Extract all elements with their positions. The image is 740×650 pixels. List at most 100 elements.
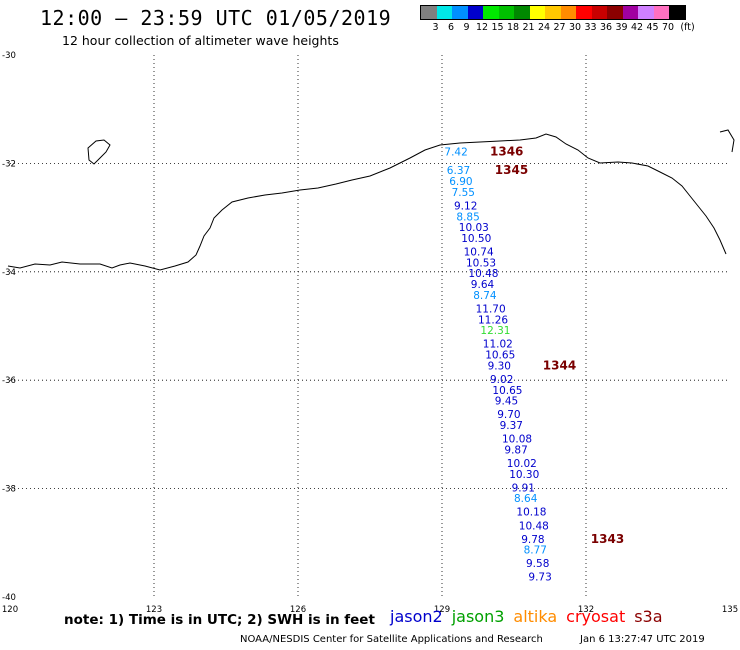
credit-line: NOAA/NESDIS Center for Satellite Applica… [240, 634, 543, 645]
lon-tick-label: 123 [146, 605, 162, 615]
map-title: 12:00 – 23:59 UTC 01/05/2019 [40, 6, 392, 30]
wave-height-value: 12.31 [480, 325, 510, 337]
wave-height-value: 8.77 [524, 545, 547, 557]
legend-swatch [576, 6, 592, 19]
yorke-peninsula-fragment [719, 129, 735, 153]
legend-swatch [498, 6, 514, 19]
legend-label: 12 [475, 22, 489, 33]
wave-height-value: 9.73 [528, 572, 551, 584]
legend-label: 6 [447, 22, 455, 33]
legend-label: 3 [432, 22, 439, 33]
wave-height-value: 10.18 [516, 507, 546, 519]
wave-height-value: 10.65 [492, 385, 522, 397]
wave-height-value: 11.02 [483, 339, 513, 351]
lon-tick-label: 126 [290, 605, 306, 615]
legend-label: 27 [553, 22, 566, 33]
map-grid: -30 -32 -34 -36 -38 -40 120 123 126 129 132 135 [2, 51, 738, 615]
wave-height-value: 10.03 [459, 222, 489, 234]
legend-label: 15 [491, 22, 504, 33]
legend-swatches [420, 5, 686, 20]
coastline [7, 129, 735, 271]
wave-height-value: 8.85 [456, 211, 479, 223]
legend-swatch [514, 6, 530, 19]
footer-note: note: 1) Time is in UTC; 2) SWH is in fe… [64, 612, 375, 628]
generated-timestamp: Jan 6 13:27:47 UTC 2019 [580, 634, 705, 645]
wave-observations: 7.426.376.907.559.128.8510.0310.5010.741… [444, 146, 551, 583]
wave-height-value: 11.70 [476, 303, 506, 315]
legend-swatch [560, 6, 576, 19]
legend-label: 36 [599, 22, 613, 33]
legend-label: 45 [646, 22, 659, 33]
map-subtitle: 12 hour collection of altimeter wave hei… [62, 33, 339, 48]
pass-time-label: 1344 [543, 358, 576, 372]
satellite-label: altika [513, 607, 558, 626]
lon-tick-label: 120 [2, 605, 18, 615]
pass-time-label: 1346 [490, 144, 523, 158]
legend-swatch [669, 6, 685, 19]
legend-label: 39 [615, 22, 628, 33]
wave-height-value: 10.02 [507, 458, 537, 470]
wave-height-value: 9.58 [526, 558, 549, 570]
wave-height-value: 11.26 [478, 314, 508, 326]
legend-label: 30 [568, 22, 582, 33]
legend-label: 70 [661, 22, 675, 33]
lat-tick-label: -32 [2, 159, 16, 169]
satellite-label: s3a [634, 607, 663, 626]
legend-label: 9 [463, 22, 470, 33]
australia-south-coast [7, 133, 727, 271]
satellite-label: jason2 [390, 607, 443, 626]
wave-height-legend: 3 6 9 12 15 18 21 24 27 30 33 36 39 42 45 70 (ft) [420, 5, 695, 34]
wave-height-value: 7.55 [452, 187, 475, 199]
legend-swatch [483, 6, 499, 19]
legend-swatch [591, 6, 607, 19]
pass-times: 1346 1345 1344 1343 [490, 144, 624, 546]
pass-time-label: 1345 [495, 163, 528, 177]
wave-height-value: 10.08 [502, 434, 532, 446]
wave-height-value: 8.64 [514, 493, 538, 505]
wave-height-value: 9.12 [454, 200, 477, 212]
lat-tick-label: -38 [2, 485, 16, 495]
wave-height-value: 9.37 [500, 420, 523, 432]
wave-height-value: 6.90 [449, 176, 472, 188]
wave-height-value: 10.50 [461, 233, 491, 245]
wave-height-value: 8.74 [473, 290, 497, 302]
satellite-label: cryosat [566, 607, 626, 626]
legend-swatch [452, 6, 468, 19]
legend-swatch [436, 6, 452, 19]
legend-label: 21 [522, 22, 535, 33]
legend-label: 18 [506, 22, 520, 33]
satellite-label: jason3 [451, 607, 505, 626]
lon-tick-label: 135 [722, 605, 738, 615]
wave-height-value: 10.53 [466, 257, 496, 269]
wave-height-value: 9.87 [504, 444, 527, 456]
lon-tick-label: 129 [434, 605, 450, 615]
wave-height-value: 7.42 [444, 146, 467, 158]
kangaroo-island [87, 139, 111, 165]
legend-swatch [529, 6, 545, 19]
lon-tick-label: 132 [578, 605, 594, 615]
wave-height-value: 9.91 [512, 482, 535, 494]
legend-swatch [607, 6, 623, 19]
lat-tick-label: -40 [2, 593, 16, 603]
wave-height-value: 9.70 [497, 409, 520, 421]
pass-time-label: 1343 [591, 532, 624, 546]
legend-swatch [638, 6, 654, 19]
legend-swatch [545, 6, 561, 19]
wave-height-value: 9.02 [490, 374, 513, 386]
lat-tick-label: -36 [2, 376, 16, 386]
legend-swatch [467, 6, 483, 19]
legend-label: 42 [630, 22, 644, 33]
legend-unit: (ft) [680, 22, 695, 33]
legend-labels: 3 6 9 12 15 18 21 24 27 30 33 36 39 42 45 70 (ft) [420, 20, 694, 34]
wave-height-value: 6.37 [447, 165, 470, 177]
lat-tick-label: -30 [2, 51, 16, 61]
wave-height-value: 10.74 [464, 247, 494, 259]
wave-height-value: 9.30 [488, 360, 511, 372]
wave-height-value: 9.78 [521, 534, 544, 546]
wave-height-value: 10.48 [468, 268, 498, 280]
legend-label: 24 [537, 22, 551, 33]
wave-height-value: 9.64 [471, 279, 495, 291]
satellite-legend: jason2 jason3 altika cryosat s3a [390, 607, 672, 626]
legend-swatch [421, 6, 437, 19]
